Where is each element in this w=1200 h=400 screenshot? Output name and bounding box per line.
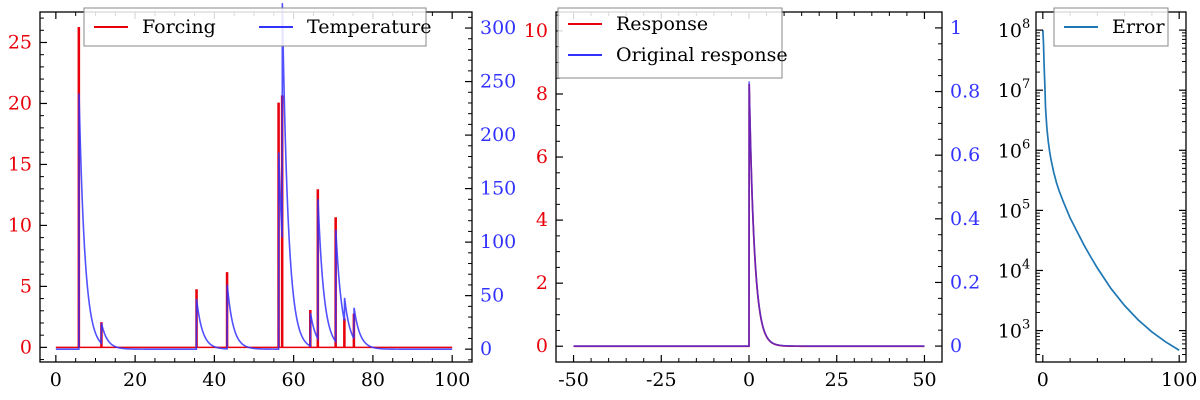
- y-right-tick-label: 0.4: [950, 208, 980, 230]
- y-right-tick-label: 0: [950, 335, 962, 357]
- y-tick-label: 15: [8, 153, 32, 175]
- legend-box: [1053, 7, 1169, 47]
- y-tick-label-base: 10: [998, 140, 1022, 162]
- y-right-tick-label: 0.2: [950, 271, 980, 293]
- y-right-tick-label: 50: [480, 285, 504, 307]
- x-tick-label: 100: [434, 369, 470, 391]
- y-tick-label: 0: [20, 336, 32, 358]
- axes-frame: [39, 11, 473, 363]
- y-right-tick-label: 0.8: [950, 81, 980, 103]
- y-right-tick-label: 0: [480, 338, 492, 360]
- x-tick-label: -50: [558, 369, 589, 391]
- y-right-tick-label: 1: [950, 17, 962, 39]
- forcing-temperature-panel: 0 20 40 60 80 1000510152025050100150200250300…: [8, 3, 516, 391]
- y-tick-label: 6: [536, 146, 548, 168]
- x-tick-label: -25: [646, 369, 677, 391]
- y-tick-label-exponent: 4: [1022, 257, 1030, 272]
- y-tick-label-exponent: 7: [1022, 77, 1030, 92]
- y-tick-label-exponent: 5: [1022, 197, 1030, 212]
- y-tick-label-exponent: 8: [1022, 17, 1030, 32]
- legend-box: [557, 7, 783, 79]
- response-panel: -50 -25 0 25 50 0 2 4 6 8 10 0 0.2 0.4 0.6 0.8 1 Response…: [524, 7, 980, 391]
- x-tick-label: 25: [825, 369, 849, 391]
- x-tick-label: 80: [361, 369, 385, 391]
- x-tick-label: 60: [282, 369, 306, 391]
- y-tick-label: 5: [20, 275, 32, 297]
- legend-box: [83, 7, 427, 47]
- legend-entry-label: Error: [1112, 16, 1165, 38]
- x-tick-label: 100: [1161, 369, 1197, 391]
- y-tick-label: 8: [536, 83, 548, 105]
- x-tick-label: 50: [912, 369, 936, 391]
- error-series-line: [1041, 30, 1180, 352]
- y-right-tick-label: 150: [480, 178, 516, 200]
- y-tick-label-exponent: 3: [1022, 318, 1030, 333]
- x-tick-label: 40: [202, 369, 226, 391]
- y-right-tick-label: 100: [480, 231, 516, 253]
- legend-entry-label: Response: [616, 13, 708, 35]
- y-right-tick-label: 250: [480, 71, 516, 93]
- y-tick-label: 4: [536, 209, 548, 231]
- temperature-series-line: [55, 3, 453, 350]
- legend-entry-label: Temperature: [307, 16, 431, 38]
- y-tick-label: 10: [8, 214, 32, 236]
- x-tick-label: 20: [123, 369, 147, 391]
- y-tick-label-base: 10: [998, 200, 1022, 222]
- legend-entry-label: Original response: [616, 44, 788, 66]
- y-tick-label-base: 10: [998, 80, 1022, 102]
- y-right-tick-label: 200: [480, 124, 516, 146]
- y-tick-label-base: 10: [998, 321, 1022, 343]
- forcing-series-line: [55, 27, 453, 349]
- y-tick-label: 25: [8, 31, 32, 53]
- y-tick-label: 2: [536, 272, 548, 294]
- x-tick-label: 0: [1037, 369, 1049, 391]
- x-tick-label: 0: [743, 369, 755, 391]
- legend-entry-label: Forcing: [142, 16, 216, 38]
- y-right-tick-label: 300: [480, 17, 516, 39]
- original-response-series-line: [573, 81, 925, 347]
- x-tick-label: 0: [50, 369, 62, 391]
- y-tick-label-base: 10: [998, 20, 1022, 42]
- y-tick-label-base: 10: [998, 260, 1022, 282]
- y-right-tick-label: 0.6: [950, 144, 980, 166]
- y-tick-label: 20: [8, 92, 32, 114]
- y-tick-label: 10: [524, 20, 548, 42]
- y-tick-label: 0: [536, 335, 548, 357]
- y-tick-label-exponent: 6: [1022, 137, 1030, 152]
